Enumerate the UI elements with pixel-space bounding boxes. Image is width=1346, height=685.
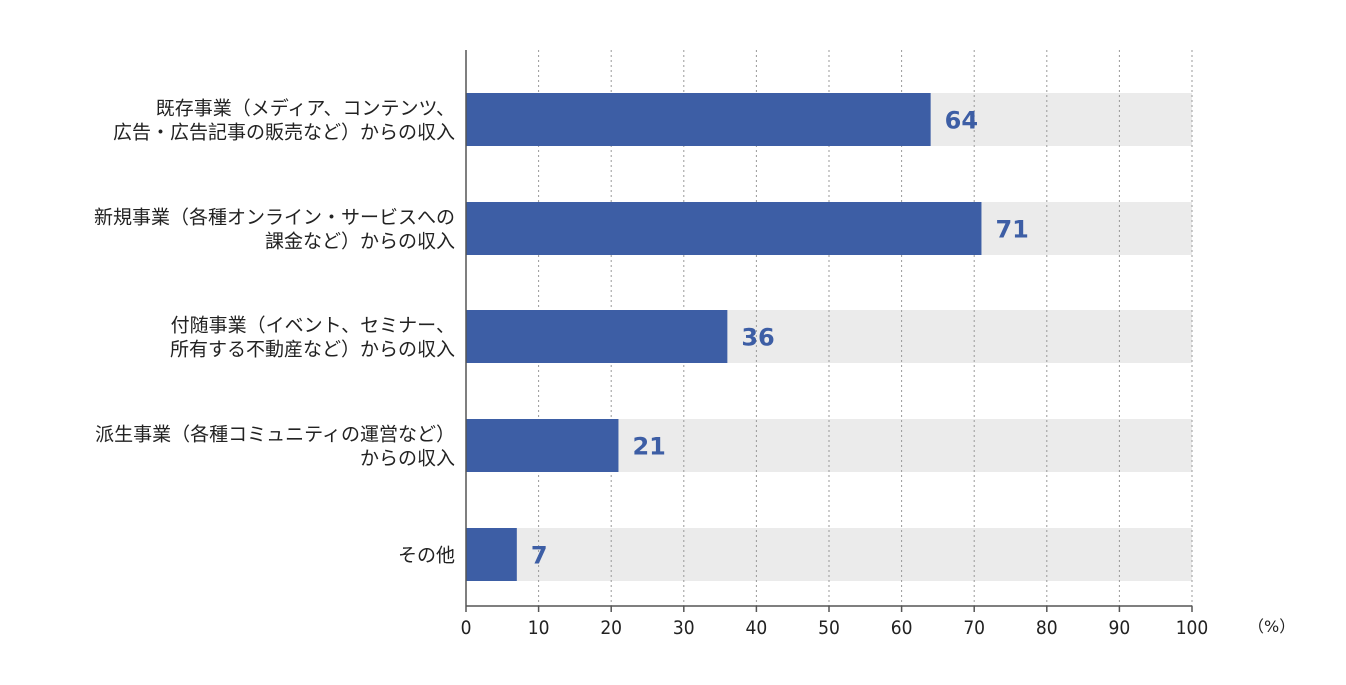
- category-label: 既存事業（メディア、コンテンツ、: [156, 98, 455, 120]
- x-tick-label: 10: [528, 617, 550, 639]
- bar: [466, 310, 728, 363]
- value-label: 36: [741, 324, 774, 352]
- x-tick-labels: 0 10 20 30 40 50 60 70 80 90 100: [461, 617, 1209, 639]
- x-tick-label: 30: [673, 617, 695, 639]
- value-label: 64: [945, 107, 978, 135]
- x-tick-label: 100: [1176, 617, 1209, 639]
- category-labels: 既存事業（メディア、コンテンツ、広告・広告記事の販売など）からの収入新規事業（各…: [94, 98, 455, 567]
- x-tick-label: 80: [1036, 617, 1058, 639]
- value-label: 21: [632, 433, 665, 461]
- bar: [466, 93, 931, 146]
- value-labels: 64 71 36 21 7: [531, 107, 1029, 570]
- value-label: 71: [995, 216, 1028, 244]
- x-tick-label: 20: [600, 617, 622, 639]
- bar: [466, 419, 619, 472]
- x-tick-label: 0: [461, 617, 472, 639]
- category-label: 新規事業（各種オンライン・サービスへの: [94, 207, 455, 229]
- bar: [466, 528, 517, 581]
- category-label: その他: [398, 545, 455, 567]
- axes: [465, 50, 1193, 612]
- category-label: 課金など）からの収入: [265, 231, 455, 253]
- category-label: 付随事業（イベント、セミナー、: [171, 315, 455, 337]
- x-tick-label: 70: [963, 617, 985, 639]
- category-label: 派生事業（各種コミュニティの運営など）: [95, 424, 455, 446]
- x-unit-label: （%）: [1248, 617, 1295, 636]
- category-label: 所有する不動産など）からの収入: [170, 339, 455, 361]
- bar: [466, 202, 982, 255]
- category-label: からの収入: [360, 448, 455, 470]
- x-tick-label: 50: [818, 617, 840, 639]
- x-tick-label: 40: [746, 617, 768, 639]
- category-label: 広告・広告記事の販売など）からの収入: [113, 122, 455, 144]
- value-label: 7: [531, 542, 548, 570]
- x-tick-label: 60: [891, 617, 913, 639]
- x-tick-label: 90: [1109, 617, 1131, 639]
- bars: [466, 93, 982, 581]
